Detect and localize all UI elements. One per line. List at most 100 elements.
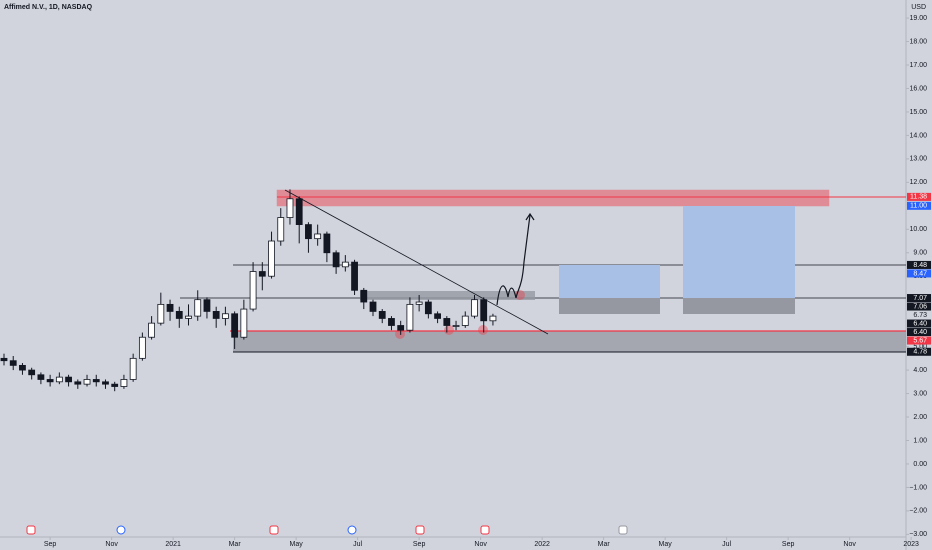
y-tick-label: 5.00 bbox=[913, 343, 927, 350]
price-label: 4.78 bbox=[913, 349, 927, 356]
x-tick-label: 2022 bbox=[534, 541, 550, 548]
candle-body bbox=[480, 299, 488, 322]
price-label: 5.67 bbox=[913, 337, 927, 344]
candle-body bbox=[341, 261, 349, 268]
price-label-bg bbox=[907, 336, 931, 345]
x-tick-label: Sep bbox=[782, 541, 795, 548]
x-tick-label: 2021 bbox=[165, 541, 181, 548]
x-tick-label: May bbox=[290, 541, 304, 548]
price-label-bg bbox=[907, 294, 931, 303]
candle-body bbox=[28, 369, 36, 376]
candle-body bbox=[212, 311, 220, 319]
price-label: 8.48 bbox=[913, 262, 927, 269]
y-tick-label: 0.00 bbox=[913, 461, 927, 468]
event-icon bbox=[26, 525, 36, 535]
candle-body bbox=[286, 198, 294, 218]
trend-line bbox=[284, 189, 549, 335]
x-tick-label: May bbox=[659, 541, 673, 548]
marker bbox=[444, 325, 454, 335]
resistance-zone bbox=[276, 189, 830, 207]
candle-body bbox=[231, 313, 239, 338]
candle-body bbox=[74, 381, 82, 385]
y-tick-label: −3.00 bbox=[909, 531, 927, 538]
price-label-bg bbox=[907, 192, 931, 201]
y-tick-label: 17.00 bbox=[909, 62, 927, 69]
price-label: 7.06 bbox=[913, 303, 927, 310]
price-label-bg bbox=[907, 201, 931, 210]
event-icon bbox=[269, 525, 279, 535]
arrow-head bbox=[525, 212, 535, 221]
x-tick-label: Nov bbox=[843, 541, 856, 548]
candle-body bbox=[37, 374, 45, 380]
candle-body bbox=[388, 318, 395, 326]
candle-body bbox=[443, 318, 451, 326]
y-tick-label: 16.00 bbox=[909, 85, 927, 92]
price-label: 6.40 bbox=[913, 320, 927, 327]
candle-body bbox=[83, 379, 91, 385]
y-tick-label: 3.00 bbox=[913, 390, 927, 397]
price-label: 6.40 bbox=[913, 329, 927, 336]
x-tick-label: Nov bbox=[105, 541, 118, 548]
stop-box bbox=[559, 298, 660, 314]
candle-body bbox=[258, 271, 266, 277]
y-tick-label: 4.00 bbox=[913, 367, 927, 374]
candle-body bbox=[415, 301, 423, 305]
candles bbox=[0, 189, 497, 392]
range-box bbox=[360, 291, 535, 300]
y-tick-label: 14.00 bbox=[909, 132, 927, 139]
event-icon bbox=[480, 525, 490, 535]
candle-body bbox=[148, 322, 156, 338]
candle-body bbox=[323, 233, 331, 254]
y-tick-label: −2.00 bbox=[909, 508, 927, 515]
price-label-bg bbox=[907, 260, 931, 269]
chart-title: Affimed N.V., 1D, NASDAQ bbox=[4, 4, 93, 11]
candle-body bbox=[424, 301, 432, 315]
target-box bbox=[683, 206, 795, 298]
candle-body bbox=[194, 299, 202, 317]
candle-body bbox=[46, 379, 54, 383]
candle-body bbox=[249, 271, 257, 310]
price-label: 11.38 bbox=[910, 194, 927, 201]
candle-body bbox=[92, 379, 100, 383]
price-label-bg bbox=[907, 269, 931, 278]
event-icons bbox=[26, 525, 628, 535]
candle-body bbox=[471, 299, 478, 317]
candle-body bbox=[102, 381, 109, 385]
price-label: 7.07 bbox=[913, 295, 927, 302]
candle-body bbox=[55, 376, 63, 383]
candle-body bbox=[157, 303, 165, 324]
price-label: 6.73 bbox=[913, 312, 927, 319]
candle-body bbox=[240, 308, 248, 338]
candle-body bbox=[332, 252, 340, 268]
y-tick-label: 15.00 bbox=[909, 109, 927, 116]
y-tick-label: 1.00 bbox=[913, 437, 927, 444]
candle-body bbox=[277, 217, 285, 242]
candle-body bbox=[268, 240, 275, 277]
candle-body bbox=[222, 313, 229, 319]
support-zone bbox=[233, 331, 906, 352]
event-icon bbox=[618, 525, 628, 535]
marker bbox=[395, 329, 405, 339]
candle-body bbox=[138, 336, 146, 359]
x-tick-label: Jul bbox=[722, 541, 731, 548]
candle-body bbox=[406, 303, 414, 331]
candle-body bbox=[295, 198, 303, 225]
event-icon bbox=[347, 525, 357, 535]
y-tick-label: 2.00 bbox=[913, 414, 927, 421]
stop-box bbox=[683, 298, 795, 314]
candle-body bbox=[175, 311, 183, 319]
y-tick-label: 13.00 bbox=[909, 156, 927, 163]
candle-body bbox=[65, 376, 72, 383]
event-icon bbox=[116, 525, 126, 535]
candle-body bbox=[489, 315, 497, 322]
y-tick-label: 9.00 bbox=[913, 250, 927, 257]
x-tick-label: Mar bbox=[229, 541, 242, 548]
candle-body bbox=[314, 233, 322, 240]
y-tick-label: 12.00 bbox=[909, 179, 927, 186]
price-label-bg bbox=[907, 347, 931, 356]
y-tick-label: 10.00 bbox=[909, 226, 927, 233]
x-tick-label: Sep bbox=[44, 541, 57, 548]
candle-body bbox=[351, 261, 358, 291]
price-label: 8.47 bbox=[913, 270, 927, 277]
price-label-bg bbox=[907, 302, 931, 311]
